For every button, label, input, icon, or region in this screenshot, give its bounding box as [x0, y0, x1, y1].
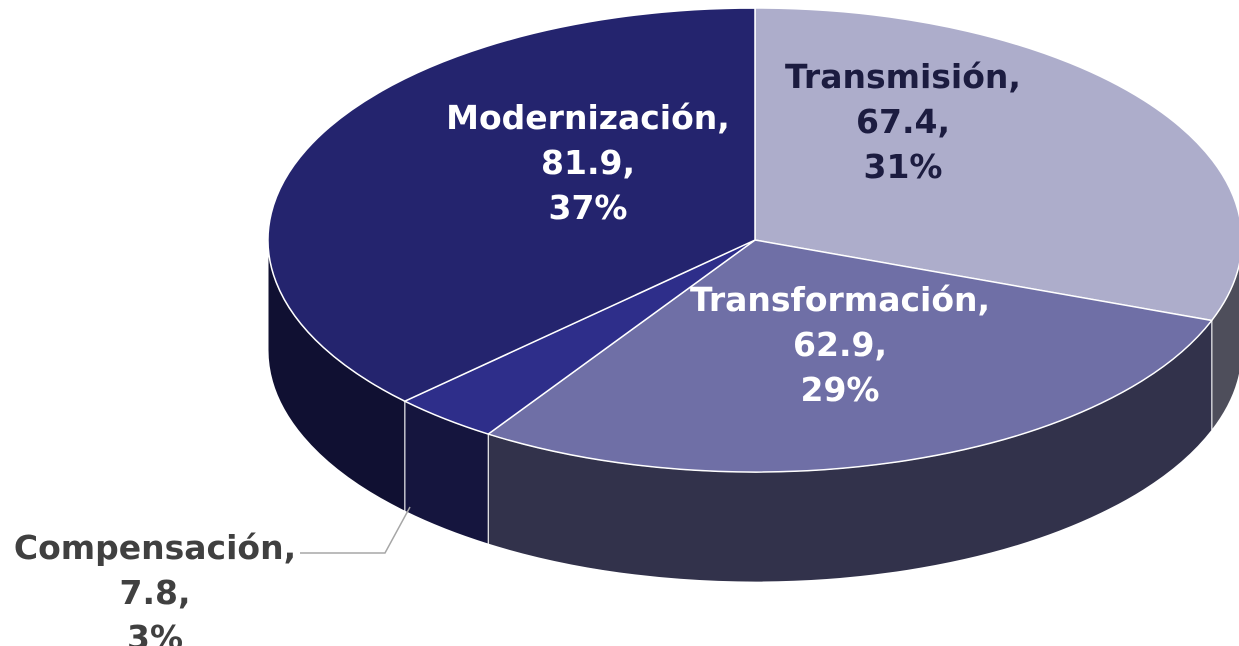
- label-separator: ,: [284, 528, 297, 567]
- slice: [486, 239, 1214, 473]
- label-percent: 29%: [801, 370, 880, 409]
- data-label: Transmisión, 67.4, 31%: [785, 57, 1021, 186]
- label-percent: 37%: [549, 188, 628, 227]
- slice: [267, 7, 756, 403]
- label-separator: ,: [622, 143, 635, 182]
- label-separator: ,: [978, 280, 991, 319]
- label-separator: ,: [937, 102, 950, 141]
- data-label: Transformación, 62.9, 29%: [690, 280, 990, 409]
- label-separator: ,: [717, 98, 730, 137]
- slice: [754, 7, 1239, 322]
- data-label: Modernización, 81.9, 37%: [446, 98, 730, 227]
- label-value-text: 62.9: [793, 325, 874, 364]
- label-name: Transformación,: [690, 280, 990, 319]
- leader-line: [300, 506, 411, 554]
- label-value: 81.9,: [541, 143, 635, 182]
- label-value: 62.9,: [793, 325, 887, 364]
- label-name: Compensación,: [14, 528, 296, 567]
- label-value-text: 7.8: [119, 573, 177, 612]
- label-name-text: Modernización: [446, 98, 717, 137]
- label-name: Modernización,: [446, 98, 730, 137]
- label-separator: ,: [1008, 57, 1021, 96]
- label-separator: ,: [178, 573, 191, 612]
- label-value-text: 81.9: [541, 143, 622, 182]
- label-value-text: 67.4: [856, 102, 937, 141]
- label-name-text: Transformación: [690, 280, 978, 319]
- label-name-text: Transmisión: [785, 57, 1008, 96]
- label-value: 7.8,: [119, 573, 190, 612]
- label-name: Transmisión,: [785, 57, 1021, 96]
- label-separator: ,: [874, 325, 887, 364]
- label-name-text: Compensación: [14, 528, 284, 567]
- label-percent: 3%: [127, 618, 183, 646]
- data-label: Compensación, 7.8, 3%: [14, 528, 296, 646]
- label-value: 67.4,: [856, 102, 950, 141]
- label-percent: 31%: [864, 147, 943, 186]
